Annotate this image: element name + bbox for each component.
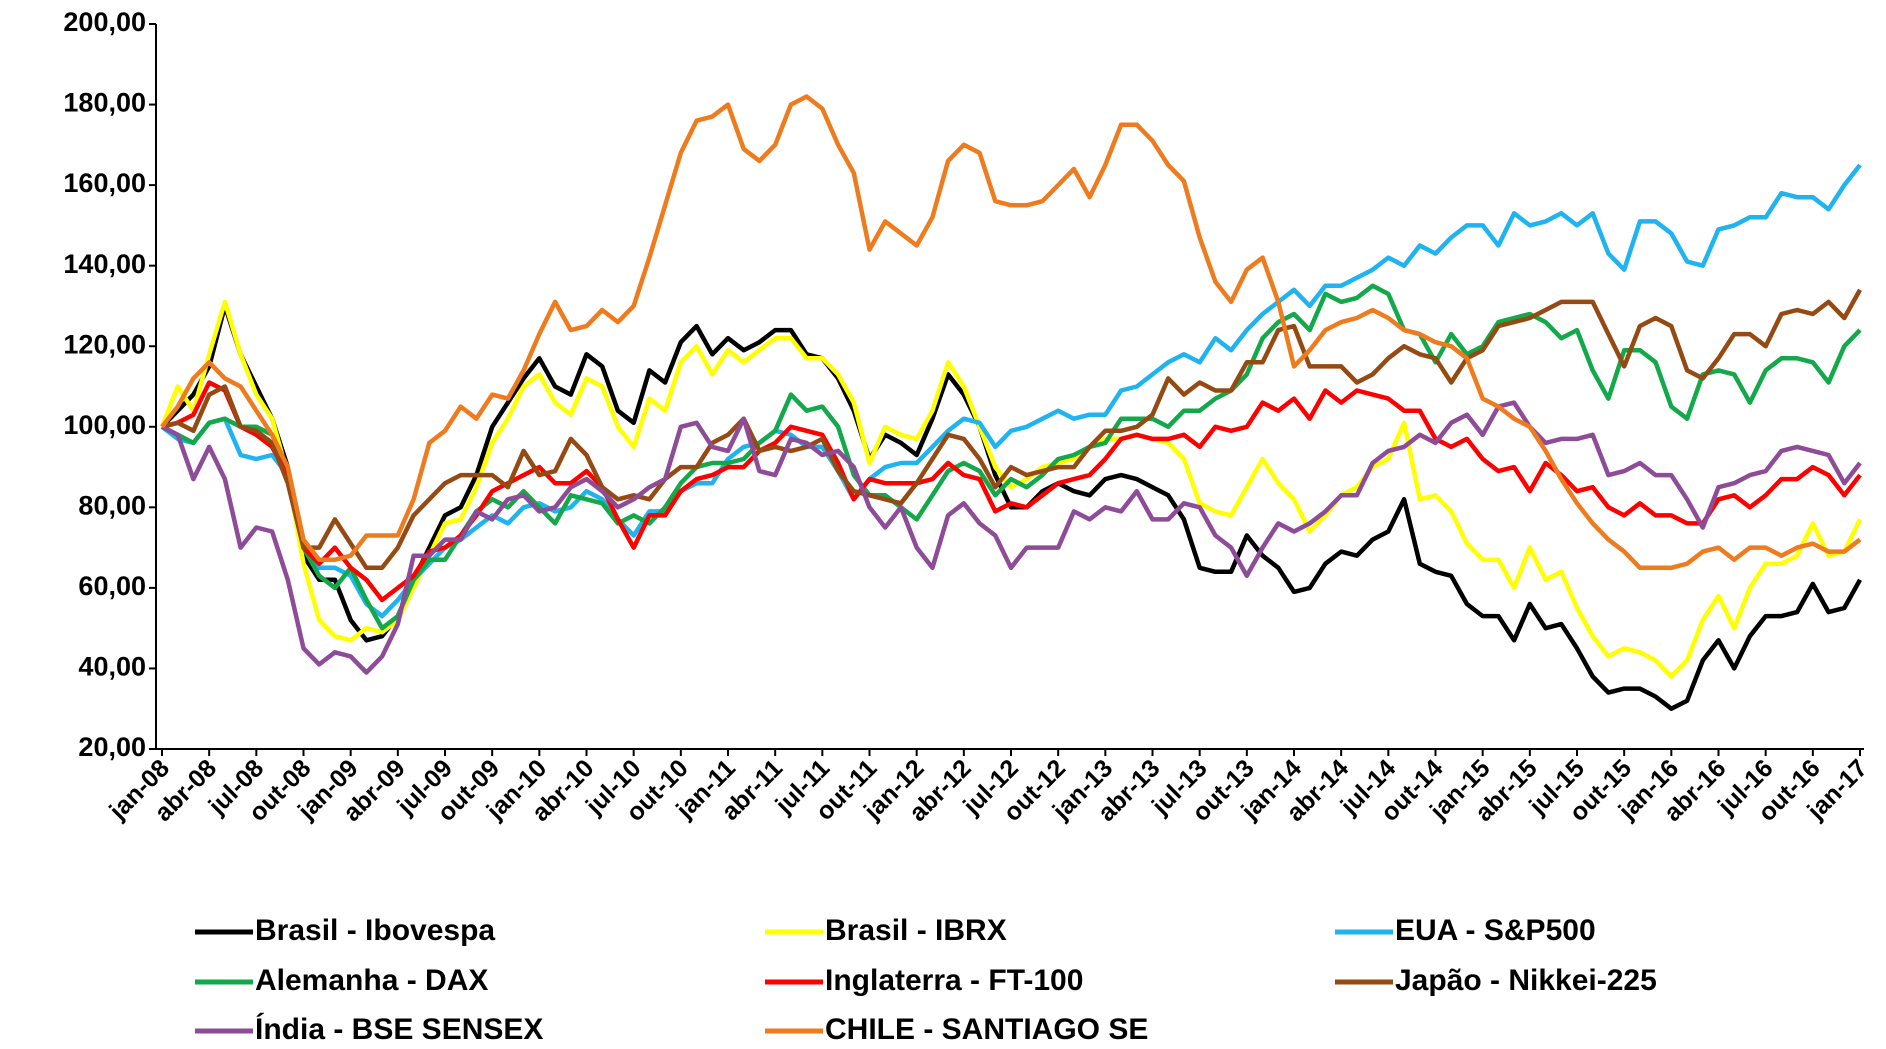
legend-label: Inglaterra - FT-100 xyxy=(825,964,1083,997)
series-line xyxy=(160,400,1862,675)
series-line xyxy=(161,380,1862,603)
legend-label: CHILE - SANTIAGO SE xyxy=(825,1013,1148,1046)
legend-label: EUA - S&P500 xyxy=(1395,914,1596,947)
series-line xyxy=(161,288,1862,571)
y-tick-label: 180,00 xyxy=(63,88,146,118)
y-tick-label: 20,00 xyxy=(78,732,146,762)
y-tick-label: 100,00 xyxy=(63,410,146,440)
series-line xyxy=(159,299,1863,679)
series-line xyxy=(160,94,1862,571)
legend-label: Índia - BSE SENSEX xyxy=(255,1012,543,1046)
legend-label: Brasil - IBRX xyxy=(825,914,1007,947)
y-tick-label: 200,00 xyxy=(63,7,146,37)
legend-label: Japão - Nikkei-225 xyxy=(1395,964,1657,997)
y-tick-label: 60,00 xyxy=(78,571,146,601)
y-tick-label: 120,00 xyxy=(63,329,146,359)
legend-label: Brasil - Ibovespa xyxy=(255,914,495,947)
series-line xyxy=(160,303,1862,711)
y-tick-label: 40,00 xyxy=(78,652,146,682)
y-tick-label: 80,00 xyxy=(78,490,146,520)
y-tick-label: 160,00 xyxy=(63,168,146,198)
y-tick-label: 140,00 xyxy=(63,249,146,279)
legend-label: Alemanha - DAX xyxy=(255,964,488,997)
series-line xyxy=(160,283,1862,631)
